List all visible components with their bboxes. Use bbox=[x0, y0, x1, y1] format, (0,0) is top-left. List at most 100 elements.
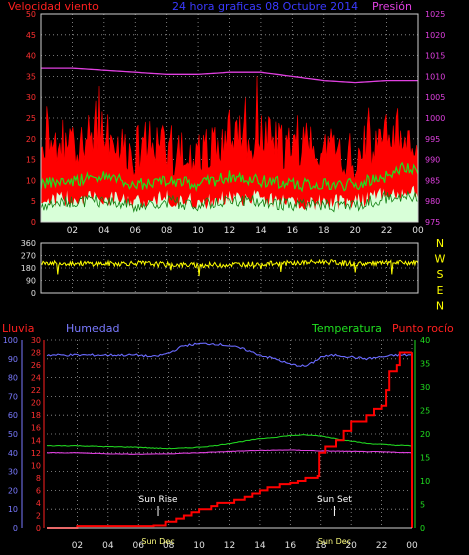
x-tick-label: 14 bbox=[254, 541, 266, 551]
wind-pressure-panel: 0510152025303540455097598098599099510001… bbox=[26, 10, 446, 236]
rain-axis-label: Lluvia bbox=[2, 322, 34, 335]
x-tick-label: 22 bbox=[381, 226, 392, 236]
rain-tick-label: 24 bbox=[31, 374, 41, 383]
x-tick-label: 18 bbox=[315, 541, 327, 551]
x-tick-label: 02 bbox=[72, 541, 83, 551]
temperature-tick-label: 40 bbox=[420, 336, 430, 345]
panel1-frame bbox=[40, 13, 419, 223]
x-tick-label: 22 bbox=[376, 541, 387, 551]
rain-tick-label: 12 bbox=[31, 449, 41, 458]
humidity-tick-label: 40 bbox=[8, 449, 18, 458]
pressure-tick-label: 1005 bbox=[425, 93, 445, 102]
rain-tick-label: 20 bbox=[31, 399, 41, 408]
temperature-tick-label: 25 bbox=[420, 407, 430, 416]
rain-humidity-temperature-panel: 0102030405060708090100024681012141618202… bbox=[3, 336, 430, 551]
rain-tick-label: 4 bbox=[36, 499, 41, 508]
wind-low-area bbox=[41, 185, 418, 222]
x-tick-label: 14 bbox=[255, 226, 267, 236]
panel2-frame bbox=[40, 242, 419, 294]
x-tick-label: 06 bbox=[130, 226, 142, 236]
rain-tick-label: 10 bbox=[31, 461, 41, 470]
temperature-line bbox=[46, 434, 413, 450]
temperature-tick-label: 0 bbox=[420, 524, 425, 533]
pressure-tick-label: 1000 bbox=[425, 114, 445, 123]
humidity-tick-label: 30 bbox=[8, 468, 18, 477]
x-tick-label: 04 bbox=[98, 226, 110, 236]
x-tick-label: 00 bbox=[412, 226, 424, 236]
temperature-tick-label: 5 bbox=[420, 501, 425, 510]
pressure-tick-label: 985 bbox=[425, 176, 440, 185]
wind-speed-tick-label: 50 bbox=[26, 10, 36, 19]
wind-speed-tick-label: 40 bbox=[26, 52, 36, 61]
wind-speed-axis-label: Velocidad viento bbox=[8, 0, 99, 13]
temperature-tick-label: 35 bbox=[420, 360, 430, 369]
x-tick-label: 12 bbox=[224, 226, 235, 236]
wind-speed-tick-label: 35 bbox=[26, 72, 36, 81]
humidity-tick-label: 0 bbox=[13, 524, 18, 533]
dewpoint-axis-label: Punto rocío bbox=[392, 322, 454, 335]
wind-direction-line bbox=[40, 258, 419, 277]
wind-average-line bbox=[40, 161, 419, 193]
compass-label: S bbox=[437, 268, 444, 281]
x-tick-label: 12 bbox=[224, 541, 235, 551]
temperature-axis-label: Temperatura bbox=[311, 322, 382, 335]
pressure-tick-label: 995 bbox=[425, 135, 440, 144]
rain-tick-label: 28 bbox=[31, 349, 41, 358]
humidity-tick-label: 90 bbox=[8, 355, 18, 364]
pressure-tick-label: 980 bbox=[425, 197, 440, 206]
wind-speed-line bbox=[40, 190, 419, 213]
wind-speed-tick-label: 5 bbox=[31, 197, 36, 206]
direction-tick-label: 270 bbox=[21, 252, 36, 261]
direction-tick-label: 0 bbox=[31, 289, 36, 298]
temperature-tick-label: 15 bbox=[420, 454, 430, 463]
wind-speed-tick-label: 45 bbox=[26, 31, 36, 40]
x-tick-label: 10 bbox=[193, 541, 205, 551]
rain-tick-label: 18 bbox=[31, 411, 41, 420]
sun-event-label: Sun Rise bbox=[139, 495, 178, 505]
wind-speed-tick-label: 25 bbox=[26, 114, 36, 123]
dewpoint-line bbox=[46, 449, 413, 455]
chart-title: 24 hora graficas 08 Octubre 2014 bbox=[172, 0, 358, 13]
wind-speed-tick-label: 20 bbox=[26, 135, 36, 144]
x-tick-label: 20 bbox=[345, 541, 357, 551]
compass-label: N bbox=[436, 299, 444, 312]
compass-label: W bbox=[435, 253, 446, 266]
humidity-axis-label: Humedad bbox=[66, 322, 119, 335]
humidity-tick-label: 70 bbox=[8, 392, 18, 401]
pressure-axis-label: Presión bbox=[372, 0, 412, 13]
pressure-line bbox=[41, 67, 418, 84]
humidity-tick-label: 10 bbox=[8, 505, 18, 514]
rain-tick-label: 2 bbox=[36, 511, 41, 520]
x-tick-label: 04 bbox=[102, 541, 114, 551]
direction-tick-label: 180 bbox=[21, 264, 36, 273]
humidity-tick-label: 60 bbox=[8, 411, 18, 420]
sun-event-label: Sun Set bbox=[317, 495, 352, 505]
temperature-tick-label: 10 bbox=[420, 477, 430, 486]
temperature-tick-label: 30 bbox=[420, 383, 430, 392]
x-tick-label: 08 bbox=[163, 541, 175, 551]
rain-tick-label: 30 bbox=[31, 336, 41, 345]
direction-tick-label: 90 bbox=[26, 277, 36, 286]
pressure-tick-label: 990 bbox=[425, 156, 440, 165]
pressure-tick-label: 1020 bbox=[425, 31, 445, 40]
humidity-tick-label: 100 bbox=[3, 336, 18, 345]
pressure-tick-label: 1015 bbox=[425, 52, 445, 61]
rain-tick-label: 14 bbox=[31, 436, 41, 445]
compass-label: N bbox=[436, 237, 444, 250]
x-tick-label: 00 bbox=[406, 541, 418, 551]
direction-tick-label: 360 bbox=[21, 239, 36, 248]
x-tick-label: 02 bbox=[67, 226, 78, 236]
x-tick-label: 18 bbox=[318, 226, 330, 236]
compass-label: E bbox=[437, 284, 444, 297]
wind-speed-tick-label: 30 bbox=[26, 93, 36, 102]
rain-tick-label: 0 bbox=[36, 524, 41, 533]
rain-tick-label: 6 bbox=[36, 486, 41, 495]
x-tick-label: 06 bbox=[133, 541, 145, 551]
rain-tick-label: 26 bbox=[31, 361, 41, 370]
rain-tick-label: 22 bbox=[31, 386, 41, 395]
x-tick-label: 16 bbox=[287, 226, 299, 236]
pressure-tick-label: 1025 bbox=[425, 10, 445, 19]
